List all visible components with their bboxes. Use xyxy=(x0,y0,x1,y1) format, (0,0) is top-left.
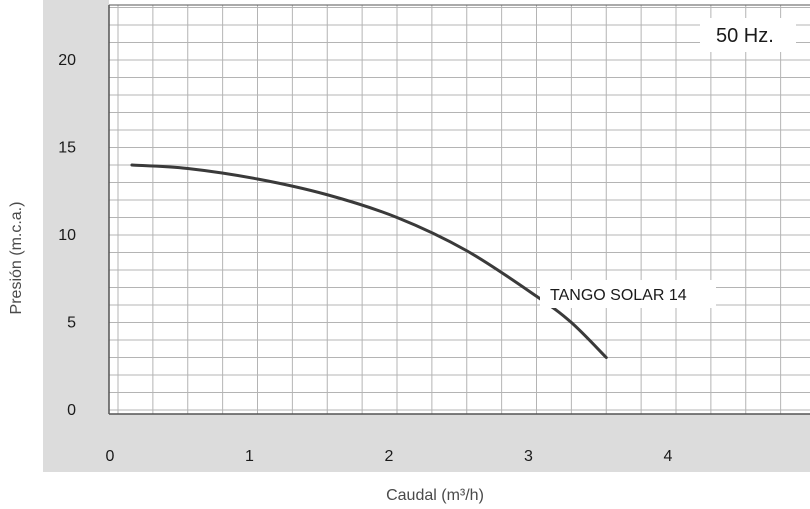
x-tick-label: 0 xyxy=(106,448,115,465)
y-tick-label: 20 xyxy=(58,52,76,69)
y-tick-label: 10 xyxy=(58,227,76,244)
plot-area xyxy=(109,5,810,414)
series-label: TANGO SOLAR 14 xyxy=(550,287,687,304)
series-line xyxy=(130,163,608,359)
frequency-badge: 50 Hz. xyxy=(716,25,774,47)
x-tick-label: 1 xyxy=(245,448,254,465)
grid xyxy=(108,4,810,415)
y-tick-label: 15 xyxy=(58,140,76,157)
x-axis-label: Caudal (m³/h) xyxy=(386,487,484,504)
series-layer: TANGO SOLAR 14 xyxy=(130,163,716,359)
series-label-box xyxy=(540,280,716,308)
x-tick-label: 2 xyxy=(385,448,394,465)
y-axis-label: Presión (m.c.a.) xyxy=(8,202,25,315)
x-tick-labels: 0 1 2 3 4 xyxy=(106,448,673,465)
x-tick-label: 3 xyxy=(524,448,533,465)
frequency-badge-box xyxy=(700,18,796,52)
x-axis-band xyxy=(43,414,810,472)
y-tick-label: 0 xyxy=(67,402,76,419)
x-tick-label: 4 xyxy=(664,448,673,465)
y-tick-label: 5 xyxy=(67,315,76,332)
y-tick-labels: 0 5 10 15 20 xyxy=(58,52,76,419)
y-axis-band xyxy=(43,0,109,472)
